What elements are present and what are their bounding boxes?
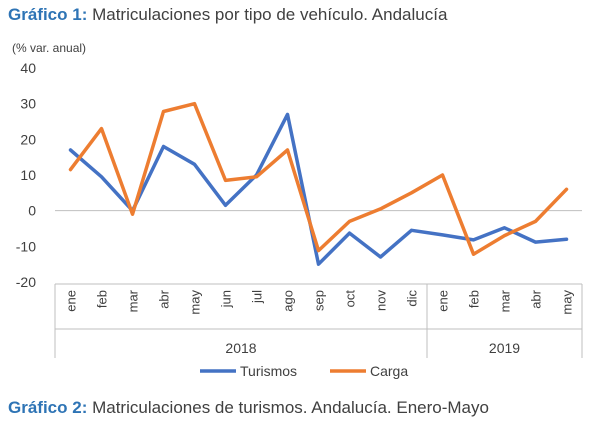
x-group-label: 2018	[225, 340, 256, 356]
y-tick-label: 10	[20, 167, 36, 183]
x-group-label: 2019	[489, 340, 520, 356]
x-tick-label: ene	[436, 290, 451, 312]
x-tick-label: feb	[95, 290, 110, 308]
x-tick-label: ene	[64, 290, 79, 312]
x-tick-label: mar	[498, 289, 513, 312]
x-tick-label: jun	[219, 290, 234, 308]
figure-1-text: Matriculaciones por tipo de vehículo. An…	[92, 5, 448, 24]
x-tick-label: nov	[374, 290, 389, 311]
figure-2-title: Gráfico 2: Matriculaciones de turismos. …	[8, 398, 489, 418]
x-tick-label: feb	[467, 290, 482, 308]
x-tick-label: mar	[126, 289, 141, 312]
figure-1-label: Gráfico 1:	[8, 5, 88, 24]
figure-2-text: Matriculaciones de turismos. Andalucía. …	[92, 398, 489, 417]
legend-label-turismos: Turismos	[240, 363, 297, 379]
x-tick-label: may	[560, 290, 575, 315]
y-tick-label: 0	[28, 203, 36, 219]
figure-2-label: Gráfico 2:	[8, 398, 88, 417]
legend-label-carga: Carga	[370, 363, 408, 379]
y-tick-label: -20	[16, 274, 36, 290]
y-tick-label: -10	[16, 238, 36, 254]
x-tick-label: may	[188, 290, 203, 315]
x-tick-label: sep	[312, 290, 327, 311]
x-tick-label: oct	[343, 290, 358, 308]
series-layer	[68, 101, 569, 266]
y-tick-label: 40	[20, 60, 36, 76]
chart-legend: Turismos Carga	[200, 363, 408, 379]
x-tick-label: jul	[250, 290, 265, 304]
x-tick-label: ago	[281, 290, 296, 312]
figure-1-title: Gráfico 1: Matriculaciones por tipo de v…	[8, 5, 447, 25]
y-axis-label: (% var. anual)	[12, 41, 86, 55]
y-tick-label: 30	[20, 96, 36, 112]
x-tick-label: abr	[157, 289, 172, 308]
series-carga	[68, 101, 569, 256]
y-tick-label: 20	[20, 131, 36, 147]
chart-axes: -20 -10 0 10 20 30 40 ene feb mar abr may jun jul ago s…	[16, 60, 583, 358]
x-tick-label: abr	[529, 289, 544, 308]
x-tick-label: dic	[405, 290, 420, 307]
